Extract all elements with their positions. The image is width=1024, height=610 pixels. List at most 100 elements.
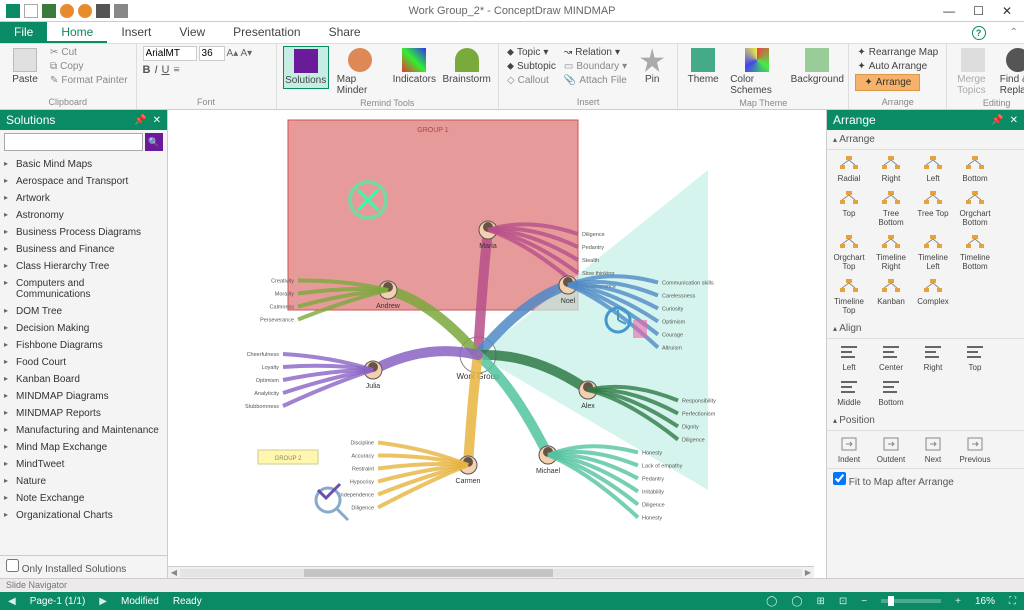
close-button[interactable]: ✕ — [1002, 4, 1012, 18]
auto-arrange-button[interactable]: ✦ Auto Arrange — [855, 60, 929, 73]
minimize-button[interactable]: — — [943, 4, 955, 18]
pin-icon[interactable]: 📌 — [991, 115, 1003, 126]
align-option[interactable]: Top — [959, 343, 991, 372]
solution-item[interactable]: DOM Tree — [0, 303, 167, 320]
arrange-option[interactable]: Radial — [833, 154, 865, 183]
solution-item[interactable]: MINDMAP Diagrams — [0, 388, 167, 405]
find-replace-button[interactable]: Find & Replace — [996, 46, 1024, 98]
arrange-option[interactable]: Top — [833, 189, 865, 227]
arrange-option[interactable]: Complex — [917, 277, 949, 315]
font-family-select[interactable] — [143, 46, 197, 61]
rearrange-button[interactable]: ✦ Rearrange Map — [855, 46, 940, 59]
indicators-button[interactable]: Indicators — [391, 46, 437, 87]
solution-item[interactable]: Class Hierarchy Tree — [0, 258, 167, 275]
close-panel-icon[interactable]: ✕ — [1010, 115, 1018, 126]
solution-item[interactable]: Decision Making — [0, 320, 167, 337]
background-button[interactable]: Background — [792, 46, 842, 87]
arrange-option[interactable]: Kanban — [875, 277, 907, 315]
tab-presentation[interactable]: Presentation — [219, 22, 314, 43]
solution-item[interactable]: Organizational Charts — [0, 507, 167, 524]
search-go-button[interactable]: 🔍 — [145, 133, 163, 151]
solution-item[interactable]: Fishbone Diagrams — [0, 337, 167, 354]
status-icon[interactable]: ⊡ — [839, 596, 847, 607]
bold-button[interactable]: B — [143, 64, 151, 76]
tab-share[interactable]: Share — [315, 22, 375, 43]
fit-to-map-checkbox[interactable]: Fit to Map after Arrange — [827, 468, 1024, 491]
solution-item[interactable]: Food Court — [0, 354, 167, 371]
status-icon[interactable]: ◯ — [791, 596, 802, 607]
status-icon[interactable]: ⊞ — [817, 596, 825, 607]
solution-item[interactable]: Mind Map Exchange — [0, 439, 167, 456]
search-input[interactable] — [4, 133, 143, 151]
zoom-out-icon[interactable]: − — [861, 596, 867, 607]
color-schemes-button[interactable]: Color Schemes — [726, 46, 788, 98]
position-option[interactable]: Outdent — [875, 435, 907, 464]
list-button[interactable]: ≡ — [174, 64, 180, 76]
prev-page-icon[interactable]: ◀ — [8, 596, 16, 607]
status-icon[interactable]: ◯ — [766, 596, 777, 607]
solutions-list[interactable]: Basic Mind MapsAerospace and TransportAr… — [0, 154, 167, 555]
tab-home[interactable]: Home — [47, 22, 107, 43]
help-icon[interactable]: ? — [972, 26, 986, 40]
zoom-slider[interactable] — [881, 599, 941, 603]
next-page-icon[interactable]: ▶ — [99, 596, 107, 607]
solution-item[interactable]: Note Exchange — [0, 490, 167, 507]
solutions-button[interactable]: Solutions — [283, 46, 329, 89]
solution-item[interactable]: Astronomy — [0, 207, 167, 224]
attach-button[interactable]: 📎 Attach File — [562, 74, 629, 87]
solution-item[interactable]: Basic Mind Maps — [0, 156, 167, 173]
qat-more-icon[interactable] — [114, 4, 128, 18]
font-size-select[interactable] — [199, 46, 225, 61]
fit-icon[interactable]: ⛶ — [1009, 596, 1016, 607]
arrange-option[interactable]: Timeline Top — [833, 277, 865, 315]
arrange-option[interactable]: Right — [875, 154, 907, 183]
copy-button[interactable]: ⧉ Copy — [48, 60, 130, 73]
solution-item[interactable]: Business Process Diagrams — [0, 224, 167, 241]
arrange-button[interactable]: ✦ Arrange — [855, 74, 920, 91]
position-option[interactable]: Previous — [959, 435, 991, 464]
close-panel-icon[interactable]: ✕ — [153, 115, 161, 126]
pin-icon[interactable]: 📌 — [134, 115, 146, 126]
arrange-option[interactable]: Orgchart Top — [833, 233, 865, 271]
relation-button[interactable]: ↝ Relation ▾ — [562, 46, 629, 59]
slide-navigator[interactable]: Slide Navigator — [0, 578, 1024, 592]
horizontal-scrollbar[interactable]: ◀▶ — [168, 566, 814, 578]
arrange-option[interactable]: Orgchart Bottom — [959, 189, 991, 227]
print-icon[interactable] — [96, 4, 110, 18]
mindmap-canvas[interactable]: GROUP 1GROUP 2Work GroupMariaDiligencePe… — [168, 110, 826, 578]
arrange-option[interactable]: Bottom — [959, 154, 991, 183]
solution-item[interactable]: Kanban Board — [0, 371, 167, 388]
solution-item[interactable]: MINDMAP Reports — [0, 405, 167, 422]
arrange-option[interactable]: Tree Bottom — [875, 189, 907, 227]
solution-item[interactable]: Computers and Communications — [0, 275, 167, 303]
underline-button[interactable]: U — [162, 64, 170, 76]
redo-icon[interactable] — [78, 4, 92, 18]
brainstorm-button[interactable]: Brainstorm — [441, 46, 492, 87]
arrange-option[interactable]: Tree Top — [917, 189, 949, 227]
tab-insert[interactable]: Insert — [107, 22, 165, 43]
position-option[interactable]: Indent — [833, 435, 865, 464]
solution-item[interactable]: MindTweet — [0, 456, 167, 473]
topic-button[interactable]: ⬥ Topic ▾ — [505, 46, 558, 59]
arrange-option[interactable]: Timeline Bottom — [959, 233, 991, 271]
align-option[interactable]: Center — [875, 343, 907, 372]
solution-item[interactable]: Manufacturing and Maintenance — [0, 422, 167, 439]
map-minder-button[interactable]: Map Minder — [333, 46, 387, 98]
callout-button[interactable]: ◇ Callout — [505, 74, 558, 87]
tab-view[interactable]: View — [165, 22, 219, 43]
solution-item[interactable]: Business and Finance — [0, 241, 167, 258]
collapse-ribbon-icon[interactable]: ⌃ — [1010, 27, 1018, 38]
solution-item[interactable]: Nature — [0, 473, 167, 490]
paste-button[interactable]: Paste — [6, 46, 44, 87]
position-option[interactable]: Next — [917, 435, 949, 464]
undo-icon[interactable] — [60, 4, 74, 18]
solution-item[interactable]: Aerospace and Transport — [0, 173, 167, 190]
align-option[interactable]: Left — [833, 343, 865, 372]
maximize-button[interactable]: ☐ — [973, 4, 984, 18]
arrange-option[interactable]: Timeline Left — [917, 233, 949, 271]
format-painter-button[interactable]: ✎ Format Painter — [48, 74, 130, 87]
arrange-option[interactable]: Timeline Right — [875, 233, 907, 271]
arrange-option[interactable]: Left — [917, 154, 949, 183]
align-option[interactable]: Bottom — [875, 378, 907, 407]
theme-button[interactable]: Theme — [684, 46, 722, 87]
